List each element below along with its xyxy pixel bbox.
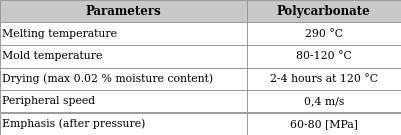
Bar	[247, 0, 401, 23]
Bar	[0, 0, 247, 23]
Text: 2-4 hours at 120 °C: 2-4 hours at 120 °C	[270, 74, 378, 84]
Text: Mold temperature: Mold temperature	[2, 51, 103, 61]
Bar	[0, 90, 247, 112]
Text: 0,4 m/s: 0,4 m/s	[304, 96, 344, 106]
Bar	[247, 23, 401, 45]
Text: Drying (max 0.02 % moisture content): Drying (max 0.02 % moisture content)	[2, 73, 213, 84]
Bar	[0, 68, 247, 90]
Bar	[0, 23, 247, 45]
Text: Emphasis (after pressure): Emphasis (after pressure)	[2, 119, 146, 129]
Text: 80-120 °C: 80-120 °C	[296, 51, 352, 61]
Text: 290 °C: 290 °C	[305, 29, 343, 39]
Bar	[0, 112, 247, 135]
Bar	[247, 68, 401, 90]
Bar	[247, 90, 401, 112]
Text: 60-80 [MPa]: 60-80 [MPa]	[290, 119, 358, 129]
Text: Polycarbonate: Polycarbonate	[277, 5, 371, 18]
Bar	[247, 45, 401, 68]
Text: Melting temperature: Melting temperature	[2, 29, 117, 39]
Text: Peripheral speed: Peripheral speed	[2, 96, 95, 106]
Bar	[0, 45, 247, 68]
Bar	[247, 112, 401, 135]
Text: Parameters: Parameters	[85, 5, 161, 18]
